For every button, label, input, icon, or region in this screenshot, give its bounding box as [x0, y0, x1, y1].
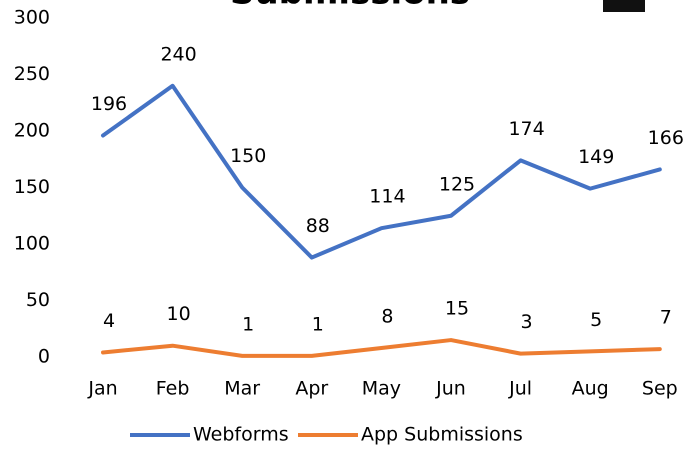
y-tick-label: 100: [14, 233, 50, 255]
data-label: 114: [369, 186, 405, 208]
data-label: 8: [381, 305, 393, 327]
y-tick-label: 50: [26, 289, 50, 311]
icon: [603, 0, 645, 12]
x-tick-label: Sep: [642, 378, 678, 400]
series-line: [101, 338, 662, 358]
data-label: 125: [439, 173, 475, 195]
data-label: 10: [167, 303, 191, 325]
data-label: 3: [521, 311, 533, 333]
y-tick-label: 150: [14, 176, 50, 198]
y-tick-label: 300: [14, 7, 50, 29]
data-label: 196: [91, 93, 127, 115]
data-label: 5: [590, 309, 602, 331]
data-label: 166: [648, 127, 684, 149]
x-tick-label: Mar: [224, 378, 260, 400]
data-label: 7: [660, 307, 672, 329]
data-label: 149: [578, 146, 614, 168]
x-tick-label: Jul: [508, 378, 532, 400]
x-tick-label: Aug: [572, 378, 609, 400]
data-label: 88: [306, 215, 330, 237]
data-label: 240: [160, 43, 196, 65]
x-tick-label: Apr: [295, 378, 328, 400]
x-tick-label: May: [362, 378, 401, 400]
data-label: 15: [445, 298, 469, 320]
series-line: [101, 83, 662, 260]
legend-label: Webforms: [193, 424, 289, 446]
chart-title: Submissions: [230, 0, 470, 13]
data-label: 4: [103, 310, 115, 332]
x-tick-label: Feb: [156, 378, 190, 400]
x-tick-label: Jun: [435, 378, 466, 400]
data-label: 150: [230, 145, 266, 167]
data-label: 1: [312, 313, 324, 335]
legend-label: App Submissions: [361, 424, 523, 446]
x-tick-label: Jan: [87, 378, 117, 400]
y-tick-label: 0: [38, 346, 50, 368]
data-label: 1: [242, 313, 254, 335]
y-tick-label: 200: [14, 120, 50, 142]
data-label: 174: [508, 118, 544, 140]
y-tick-label: 250: [14, 63, 50, 85]
